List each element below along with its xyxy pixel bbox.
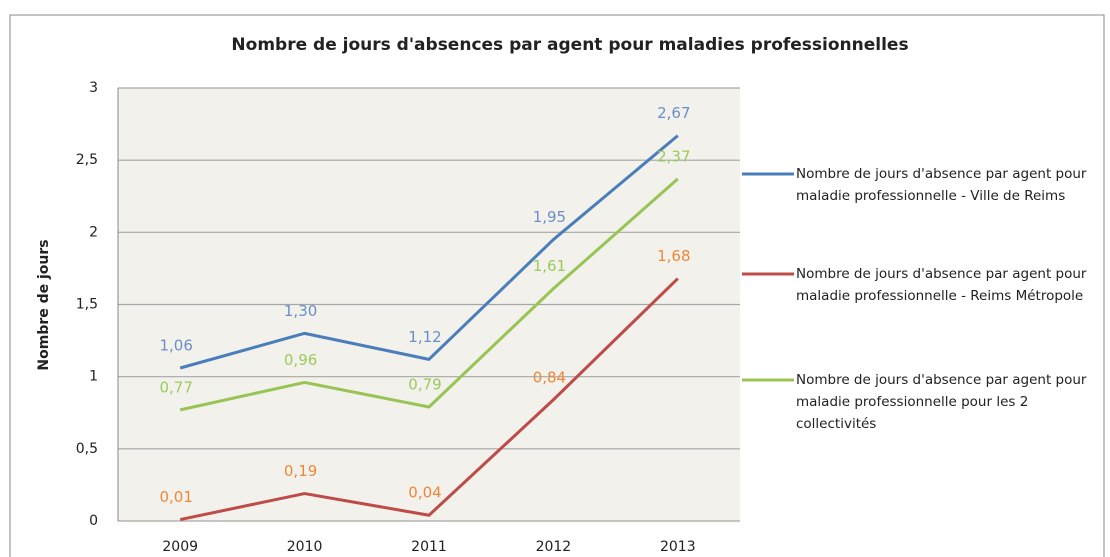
data-label: 1,61	[533, 257, 566, 275]
data-label: 1,68	[657, 247, 690, 265]
data-label: 0,96	[284, 351, 317, 369]
data-label: 2,37	[657, 147, 690, 165]
legend-entry: Nombre de jours d'absence par agent pour…	[796, 266, 1087, 304]
chart-title: Nombre de jours d'absences par agent pou…	[231, 35, 908, 55]
series-line	[179, 134, 679, 370]
data-label: 2,67	[657, 104, 690, 122]
data-label: 0,79	[408, 375, 441, 393]
series-line	[179, 277, 679, 522]
x-tick-label: 2010	[287, 539, 323, 555]
data-label: 1,30	[284, 302, 317, 320]
y-tick-label: 0	[89, 513, 98, 529]
y-tick-label: 2,5	[76, 152, 98, 168]
y-tick-label: 3	[89, 80, 98, 96]
data-label: 0,77	[159, 378, 192, 396]
x-tick-label: 2009	[162, 539, 198, 555]
data-label: 0,01	[159, 488, 192, 506]
data-label: 0,19	[284, 462, 317, 480]
data-label: 1,06	[159, 337, 192, 355]
series-line	[179, 177, 679, 412]
x-tick-label: 2011	[411, 539, 447, 555]
y-tick-label: 1,5	[76, 297, 98, 313]
data-label: 1,95	[533, 208, 566, 226]
data-label: 1,12	[408, 328, 441, 346]
y-tick-label: 0,5	[76, 441, 98, 457]
data-label: 0,84	[533, 368, 566, 386]
x-tick-label: 2013	[660, 539, 696, 555]
y-tick-label: 2	[89, 224, 98, 240]
y-axis-label: Nombre de jours	[36, 239, 52, 370]
legend-entry: Nombre de jours d'absence par agent pour…	[796, 166, 1087, 204]
legend-entry: Nombre de jours d'absence par agent pour…	[796, 372, 1087, 432]
y-tick-label: 1	[89, 369, 98, 385]
data-label: 0,04	[408, 484, 441, 502]
x-tick-label: 2012	[536, 539, 572, 555]
